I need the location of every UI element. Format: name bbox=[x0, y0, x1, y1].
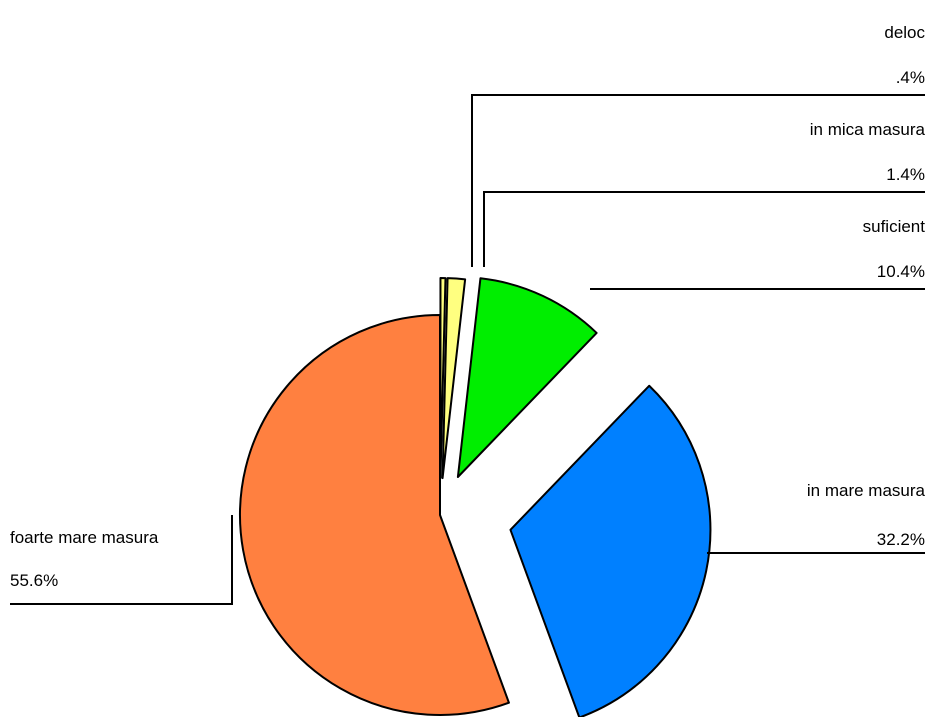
leader-lines-layer bbox=[10, 94, 925, 605]
pie-slice-in-mare-masura bbox=[509, 384, 712, 719]
slice-label-suficient: suficient bbox=[863, 217, 926, 236]
slice-value-in-mare-masura: 32.2% bbox=[877, 530, 925, 549]
slices-layer bbox=[239, 277, 712, 719]
slice-value-deloc: .4% bbox=[896, 68, 925, 87]
pie-slice-deloc bbox=[439, 277, 447, 480]
slice-label-foarte-mare-masura: foarte mare masura bbox=[10, 528, 159, 547]
pie-slice-foarte-mare-masura bbox=[239, 314, 510, 716]
pie-slice-suficient bbox=[456, 277, 598, 478]
leader-line-in-mica-masura bbox=[483, 191, 925, 267]
slice-label-in-mare-masura: in mare masura bbox=[807, 481, 926, 500]
slice-label-deloc: deloc bbox=[884, 23, 925, 42]
labels-layer: deloc .4% in mica masura 1.4% suficient 10.4%… bbox=[10, 23, 926, 590]
leader-line-foarte-mare-masura bbox=[10, 515, 233, 605]
pie-slice-in-mica-masura bbox=[441, 277, 467, 480]
slice-label-in-mica-masura: in mica masura bbox=[810, 120, 926, 139]
slice-value-suficient: 10.4% bbox=[877, 262, 925, 281]
slice-value-foarte-mare-masura: 55.6% bbox=[10, 571, 58, 590]
leader-line-deloc bbox=[471, 94, 925, 267]
slice-value-in-mica-masura: 1.4% bbox=[886, 165, 925, 184]
